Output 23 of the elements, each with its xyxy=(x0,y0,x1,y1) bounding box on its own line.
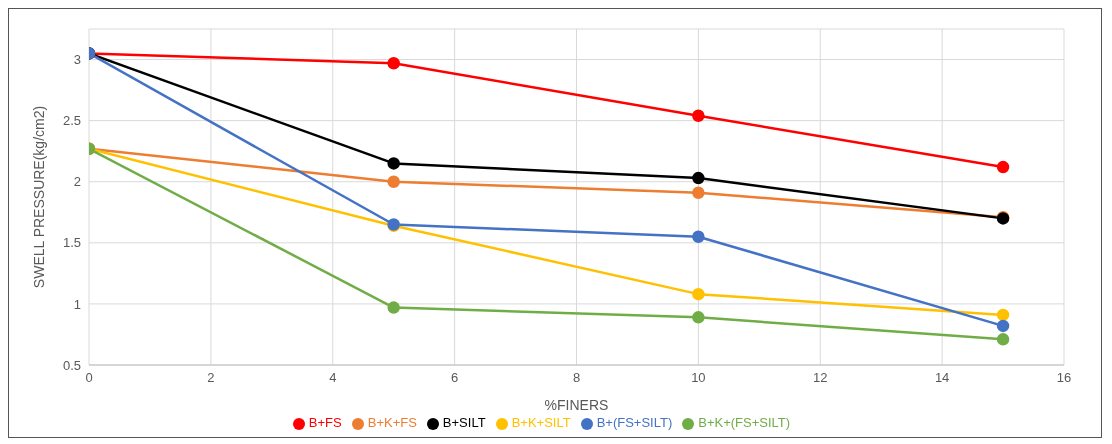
x-tick-label: 4 xyxy=(329,370,337,386)
y-tick-label: 3 xyxy=(73,52,81,68)
x-axis-title: %FINERS xyxy=(544,397,609,413)
y-tick-label: 2 xyxy=(73,174,81,190)
x-tick-label: 14 xyxy=(934,370,950,386)
x-tick-label: 0 xyxy=(85,370,93,386)
x-tick-label: 8 xyxy=(572,370,581,386)
y-tick-label: 1.5 xyxy=(62,235,81,251)
x-tick-label: 10 xyxy=(691,370,706,386)
x-tick-label: 6 xyxy=(451,370,459,386)
x-tick-label: 2 xyxy=(207,370,215,386)
legend-label: B+FS xyxy=(308,415,342,430)
legend-label: B+K+FS xyxy=(367,415,417,430)
legend-label: B+K+(FS+SILT) xyxy=(698,415,791,430)
legend-label: B+K+SILT xyxy=(511,415,571,430)
y-tick-label: 1 xyxy=(73,296,81,312)
legend-label: B+SILT xyxy=(442,415,486,430)
y-tick-label: 2.5 xyxy=(62,113,81,129)
y-axis-title: SWELL PRESSURE(kg/cm2) xyxy=(30,105,47,289)
legend-label: B+(FS+SILT) xyxy=(596,415,673,430)
y-tick-label: 0.5 xyxy=(62,357,81,373)
x-tick-label: 16 xyxy=(1056,370,1072,386)
x-tick-label: 12 xyxy=(813,370,828,386)
